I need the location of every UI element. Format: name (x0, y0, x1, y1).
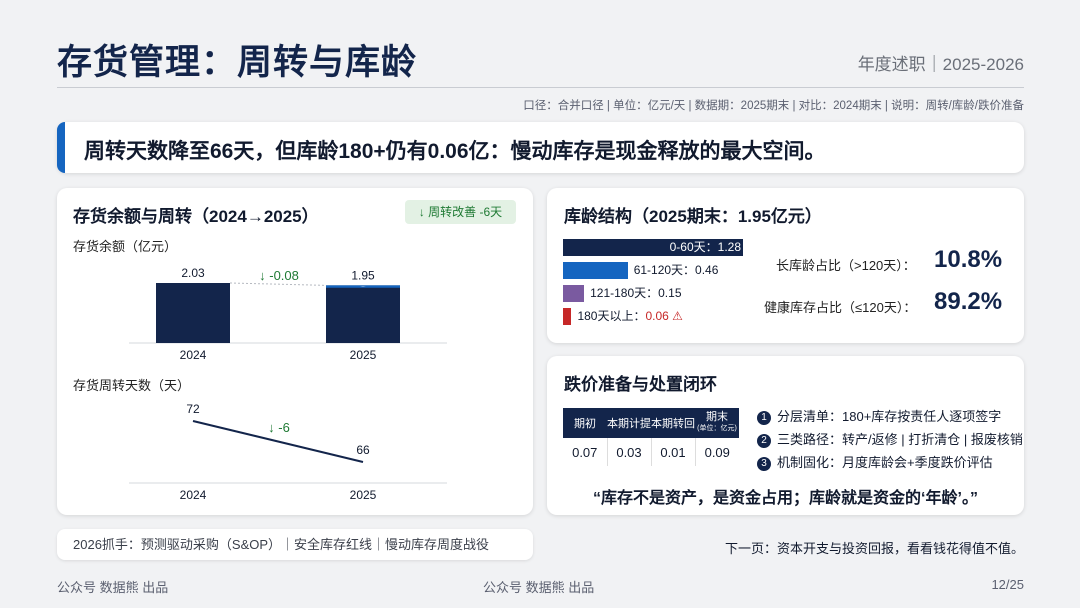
footer-center: 公众号 数据熊 出品 (483, 580, 595, 595)
meta-line: 口径：合并口径 | 单位：亿元/天 | 数据期：2025期末 | 对比：2024… (523, 100, 1024, 112)
page-subtitle: 年度述职｜2025-2026 (857, 55, 1024, 74)
bar-2024 (156, 283, 230, 343)
healthy-value: 89.2% (934, 288, 1003, 315)
long-aging-value: 10.8% (934, 246, 1003, 273)
bar-value-label: 1.95 (351, 268, 375, 282)
prov-value-reversal: 0.01 (651, 438, 696, 466)
prov-header-reversal: 本期转回 (651, 408, 695, 438)
action-items-note: 2026抓手：预测驱动采购（S&OP）｜安全库存红线｜慢动库存周度战役 (57, 529, 533, 560)
headline-accent-bar (57, 122, 65, 173)
provision-card-title: 跌价准备与处置闭环 (564, 375, 717, 394)
step-number-icon: 1 (757, 411, 771, 425)
turnover-badge-text: 周转改善 -6天 (428, 205, 503, 219)
healthy-label: 健康库存占比（≤120天）： (764, 300, 917, 315)
line-value-label: 66 (356, 443, 370, 457)
step-text: 分层清单：180+库存按责任人逐项签字 (777, 409, 1002, 424)
line-value-label: 72 (186, 402, 200, 416)
prov-value-opening: 0.07 (563, 438, 608, 466)
bar-category-label: 2025 (350, 348, 377, 362)
aging-bar-label: 180天以上：0.06 ⚠ (577, 308, 683, 325)
step-item: 1 分层清单：180+库存按责任人逐项签字 (757, 406, 1023, 429)
step-number-icon: 2 (757, 434, 771, 448)
step-item: 2 三类路径：转产/返修 | 打折清仓 | 报废核销 (757, 429, 1023, 452)
prov-header-unit: (单位：亿元) (697, 425, 737, 432)
prov-header-opening: 期初 (563, 408, 607, 438)
prov-header-accrual: 本期计提 (607, 408, 651, 438)
aging-bar-label: 121-180天：0.15 (590, 285, 681, 302)
aging-bars: 0-60天：1.28 61-120天：0.46 121-180天：0.15 180天以… (563, 239, 753, 329)
provision-steps: 1 分层清单：180+库存按责任人逐项签字 2 三类路径：转产/返修 | 打折清仓 … (757, 406, 1023, 475)
prov-header-ending: 期末 (单位：亿元) (695, 408, 739, 438)
aging-bar (563, 262, 628, 279)
balance-chart-label: 存货余额（亿元） (73, 239, 178, 254)
aging-bar-label: 0-60天：1.28 (669, 240, 741, 254)
aging-bar-label: 61-120天：0.46 (634, 262, 719, 279)
bar-delta-label: ↓ -0.08 (259, 268, 299, 283)
headline-text: 周转天数降至66天，但库龄180+仍有0.06亿：慢动库存是现金释放的最大空间。 (84, 140, 826, 163)
provision-table: 期初 本期计提 本期转回 期末 (单位：亿元) 0.07 0.03 0.01 0… (563, 408, 739, 466)
line-category-label: 2025 (350, 488, 377, 502)
long-aging-label: 长库龄占比（>120天）： (776, 258, 916, 273)
turnover-line (192, 420, 364, 463)
headline-card (57, 122, 1024, 173)
inventory-turnover-card (57, 188, 533, 515)
turnover-badge: ↓ 周转改善 -6天 (405, 200, 516, 224)
line-category-label: 2024 (180, 488, 207, 502)
aging-bar-label-text: 180天以上： (577, 309, 646, 323)
aging-bar-label-text: 61-120天：0.46 (633, 263, 719, 277)
turnover-chart-label: 存货周转天数（天） (73, 378, 191, 393)
bar-category-label: 2024 (180, 348, 207, 362)
step-number-icon: 3 (757, 457, 771, 471)
quote-text: “库存不是资产，是资金占用；库龄就是资金的‘年龄’。” (593, 490, 978, 507)
footer-left: 公众号 数据熊 出品 (57, 580, 169, 595)
page-title: 存货管理：周转与库龄 (57, 43, 418, 82)
aging-bar (563, 239, 743, 256)
prov-header-ending-label: 期末 (706, 411, 728, 423)
aging-bar (563, 285, 585, 302)
inventory-charts: 2.03 2024 1.95 2025 ↓ -0.08 72 2024 66 2025 ↓ -6 (129, 266, 447, 502)
prov-value-accrual: 0.03 (607, 438, 652, 466)
next-page-link[interactable]: 下一页：资本开支与投资回报，看看钱花得值不值。 (724, 541, 1024, 556)
line-delta-label: ↓ -6 (268, 420, 290, 435)
bar-value-label: 2.03 (181, 266, 205, 280)
warning-icon: ⚠ (672, 309, 683, 323)
step-text: 三类路径：转产/返修 | 打折清仓 | 报废核销 (777, 432, 1023, 447)
step-text: 机制固化：月度库龄会+季度跌价评估 (777, 455, 993, 470)
aging-card-title: 库龄结构（2025期末：1.95亿元） (564, 207, 822, 226)
arrow-down-icon: ↓ (418, 205, 425, 219)
page-number: 12/25 (991, 577, 1024, 592)
header-divider (57, 87, 1024, 88)
aging-bar-label-text: 121-180天：0.15 (590, 286, 682, 300)
bar-connector (229, 282, 327, 286)
aging-bar (563, 308, 572, 325)
inventory-card-title: 存货余额与周转（2024→2025） (73, 207, 319, 226)
prov-value-ending: 0.09 (704, 444, 730, 460)
aging-bar-value: 0.06 (645, 309, 673, 323)
step-item: 3 机制固化：月度库龄会+季度跌价评估 (757, 452, 1023, 475)
bar-2025 (326, 285, 400, 343)
